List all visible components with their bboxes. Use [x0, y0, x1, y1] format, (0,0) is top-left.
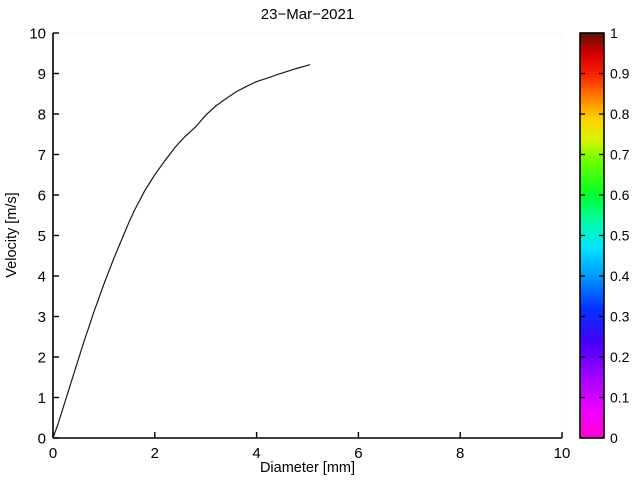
x-tick-label: 8	[456, 445, 464, 462]
colorbar-tick-label: 0.4	[610, 268, 630, 284]
y-tick-label: 3	[38, 309, 46, 326]
y-tick-label: 0	[38, 431, 46, 448]
velocity-curve	[52, 64, 311, 439]
colorbar-tick-label: 0.7	[610, 147, 630, 163]
y-tick-label: 1	[38, 390, 46, 407]
y-tick-label: 9	[38, 66, 46, 83]
y-axis-tick-labels: 0 1 2 3 4 5 6 7 8 9 10	[29, 26, 46, 448]
x-tick-label: 2	[151, 445, 159, 462]
colorbar-tick-label: 0.9	[610, 66, 630, 82]
y-tick-label: 10	[29, 26, 46, 43]
colorbar-tick-label: 0.8	[610, 106, 630, 122]
x-tick-label: 4	[252, 445, 260, 462]
colorbar-tick-label: 0	[610, 430, 618, 446]
colorbar-tick-label: 0.1	[610, 390, 630, 406]
y-tick-label: 6	[38, 188, 46, 205]
x-tick-label: 6	[354, 445, 362, 462]
chart-title: 23−Mar−2021	[261, 6, 354, 23]
x-axis-label: Diameter [mm]	[260, 460, 355, 476]
colorbar-tick-label: 0.5	[610, 228, 630, 244]
x-axis-tick-labels: 0 2 4 6 8 10	[49, 445, 571, 462]
colorbar-tick-label: 0.3	[610, 309, 630, 325]
y-tick-label: 7	[38, 147, 46, 164]
x-tick-label: 0	[49, 445, 57, 462]
y-axis-label: Velocity [m/s]	[4, 192, 20, 277]
colorbar-tick-label: 0.6	[610, 187, 630, 203]
y-axis-ticks	[53, 32, 59, 439]
colorbar-ticks	[580, 72, 604, 399]
y-tick-label: 2	[38, 350, 46, 367]
y-tick-label: 4	[38, 269, 46, 286]
x-tick-label: 10	[554, 445, 571, 462]
y-tick-label: 8	[38, 107, 46, 124]
colorbar-tick-label: 0.2	[610, 349, 630, 365]
y-tick-label: 5	[38, 228, 46, 245]
colorbar-tick-labels: 1 0.9 0.8 0.7 0.6 0.5 0.4 0.3 0.2 0.1 0	[610, 25, 630, 446]
colorbar-tick-label: 1	[610, 25, 618, 41]
